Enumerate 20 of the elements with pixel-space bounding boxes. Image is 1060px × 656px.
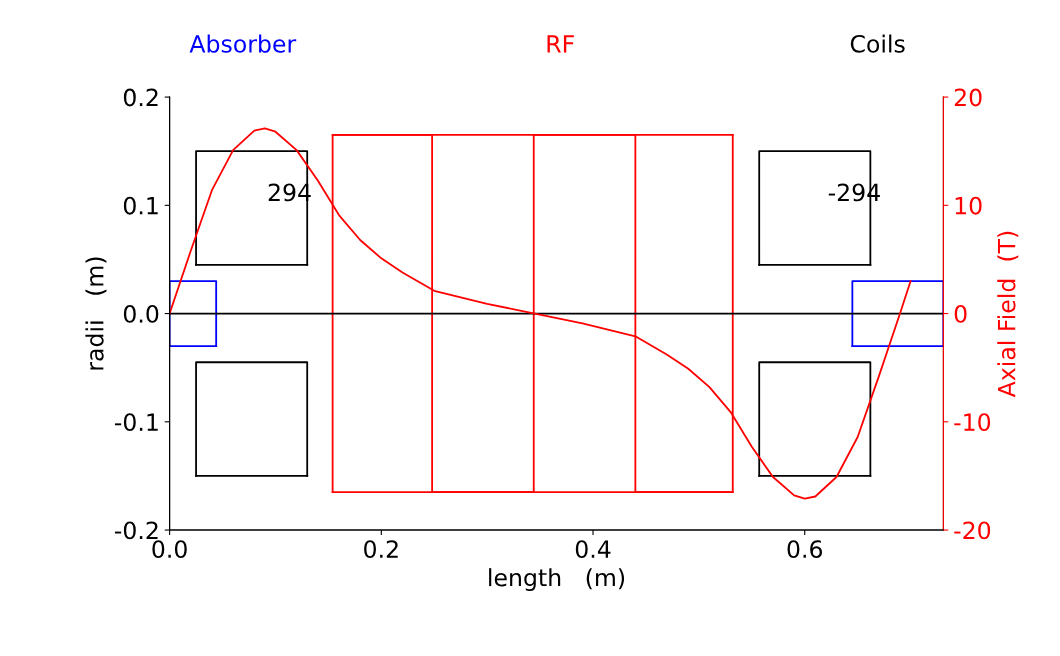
y-tick-label: -0.2 — [114, 521, 158, 540]
y-axis-title: radii (m) — [85, 257, 107, 370]
y2-tick-label: -10 — [954, 413, 991, 432]
x-tick-label: 0.4 — [575, 540, 611, 559]
y2-tick-label: 10 — [955, 196, 982, 215]
text: RF — [547, 35, 574, 53]
x-tick-label: 0.2 — [364, 540, 398, 559]
text: Absorber — [189, 34, 297, 53]
y2-tick-label: 20 — [954, 88, 982, 107]
y2-axis-title: Axial Field (T) — [997, 231, 1019, 398]
x-tick-label: 0.6 — [787, 540, 823, 559]
y-tick-label: 0.0 — [123, 305, 159, 323]
text: Coils — [850, 34, 905, 53]
y-tick-label: -0.1 — [114, 413, 158, 432]
y2-tick-label: 0 — [954, 305, 967, 323]
x-tick-label: 0.0 — [152, 540, 187, 559]
y2-tick-label: -20 — [954, 521, 991, 540]
x-axis-title: length (m) — [489, 568, 625, 592]
y-tick-label: 0.2 — [123, 88, 158, 107]
y-tick-label: 0.1 — [123, 196, 158, 215]
